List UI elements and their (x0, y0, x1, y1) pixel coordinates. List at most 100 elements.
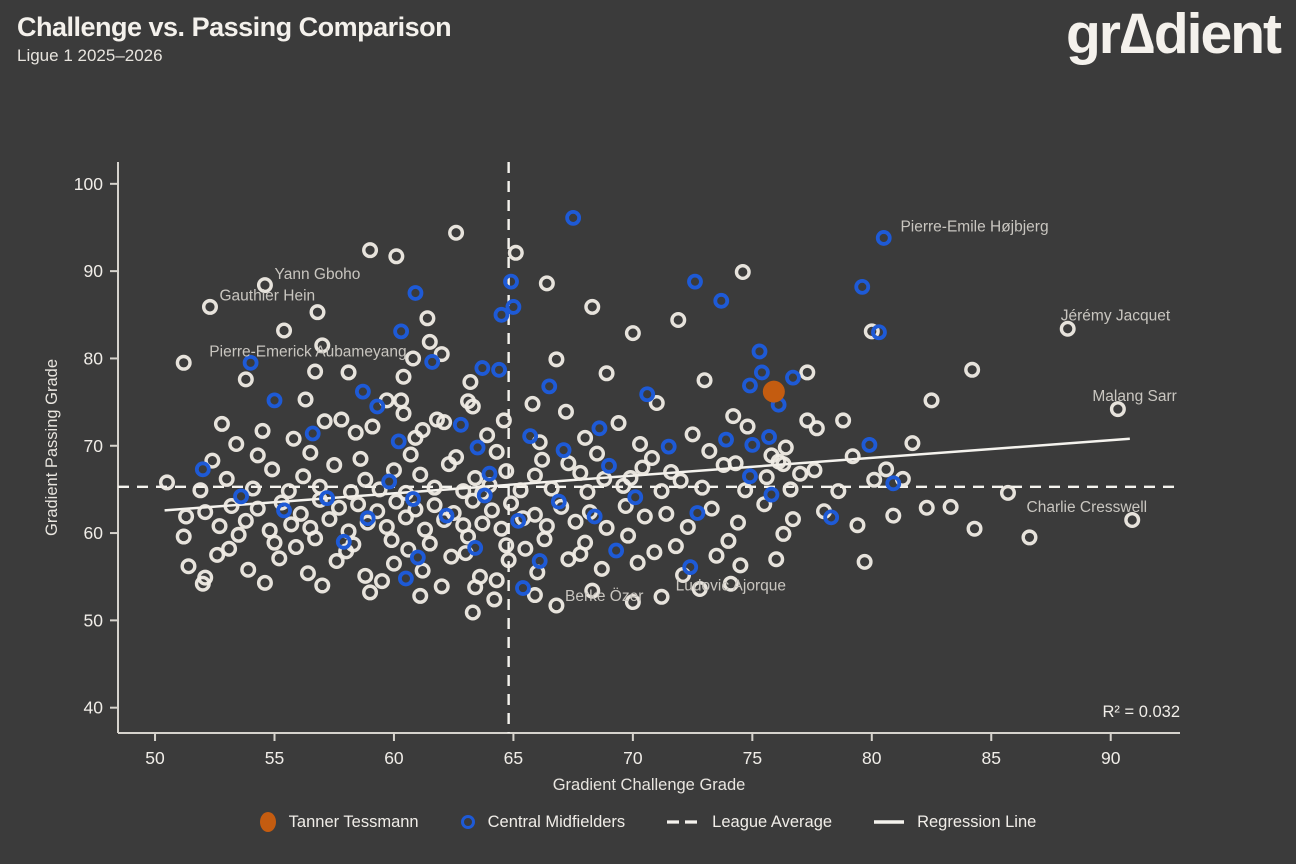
scatter-point-other (598, 365, 615, 382)
scatter-point-other (276, 322, 293, 339)
scatter-point-other (727, 455, 744, 472)
scatter-point-other (806, 462, 823, 479)
scatter-point-other (307, 363, 324, 380)
scatter-point-other (577, 429, 594, 446)
scatter-point-midfielder (718, 431, 734, 448)
scatter-point-other (526, 587, 543, 604)
scatter-point-other (885, 507, 902, 524)
scatter-point-other (1124, 511, 1141, 528)
scatter-point-other (701, 442, 718, 459)
scatter-point-midfielder (875, 230, 892, 246)
scatter-point-other (526, 467, 543, 484)
scatter-point-other (314, 577, 331, 594)
scatter-point-midfielder (885, 475, 902, 492)
scatter-point-other (572, 464, 589, 481)
scatter-point-midfielder (319, 490, 335, 507)
scatter-point-other (352, 450, 369, 467)
scatter-point-midfielder (823, 509, 840, 526)
scatter-point-other (426, 479, 443, 496)
scatter-point-other (467, 470, 484, 487)
scatter-point-midfielder (467, 540, 484, 556)
scatter-point-other (230, 526, 247, 543)
scatter-point-midfielder (565, 209, 582, 226)
scatter-point-other (768, 551, 785, 568)
scatter-point-other (543, 480, 560, 497)
scatter-point-other (271, 550, 288, 567)
legend-label: League Average (712, 812, 833, 831)
scatter-point-other (345, 536, 362, 553)
scatter-point-midfielder (687, 273, 703, 290)
scatter-point-other (374, 573, 391, 590)
scatter-point-other (311, 491, 328, 508)
page-subtitle: Ligue 1 2025–2026 (17, 46, 163, 66)
scatter-point-other (448, 449, 465, 466)
scatter-point-other (333, 411, 350, 428)
scatter-point-midfielder (550, 493, 567, 510)
scatter-point-other (667, 538, 684, 555)
scatter-point-other (249, 500, 266, 517)
x-tick-label: 85 (982, 748, 1001, 768)
scatter-point-midfielder (397, 570, 414, 587)
scatter-point-other (632, 436, 649, 453)
plot-area[interactable]: 50 55 60 65 70 75 80 85 90 40 50 60 70 80 90 100 Gradien… (0, 0, 1296, 796)
scatter-point-other (419, 310, 436, 327)
scatter-point-other (488, 443, 505, 460)
scatter-point-other (350, 496, 367, 513)
scatter-point-other (388, 248, 405, 265)
scatter-point-other (223, 497, 240, 514)
scatter-point-other (460, 528, 477, 545)
legend-item-central-midfielders[interactable]: Central Midfielders (460, 812, 626, 832)
scatter-point-other (462, 374, 479, 391)
scatter-point-other (371, 481, 388, 498)
scatter-point-midfielder (390, 433, 407, 450)
legend-item-regression-line[interactable]: Regression Line (874, 813, 1036, 832)
x-tick-label: 80 (862, 748, 882, 768)
scatter-point-other (720, 532, 737, 549)
scatter-point-other (849, 517, 866, 534)
chart-legend: Tanner Tessmann Central Midfielders Leag… (0, 812, 1296, 832)
scatter-point-other (283, 516, 300, 533)
player-annotation: Berke Özer (565, 587, 643, 605)
scatter-point-midfielder (742, 468, 758, 485)
scatter-point-other (412, 466, 429, 483)
scatter-point-midfielder (515, 580, 531, 596)
scatter-point-midfielder (601, 457, 617, 474)
scatter-point-other (292, 505, 309, 522)
scatter-point-midfielder (763, 486, 780, 503)
y-axis-title: Gradient Passing Grade (43, 359, 61, 536)
scatter-point-other (400, 541, 417, 558)
scatter-point-other (474, 515, 491, 532)
legend-label: Central Midfielders (487, 812, 626, 831)
scatter-point-other (498, 537, 515, 554)
legend-item-tanner-tessmann[interactable]: Tanner Tessmann (259, 812, 419, 832)
scatter-point-other (302, 444, 319, 461)
scatter-point-other (634, 459, 651, 476)
scatter-point-other (732, 557, 749, 574)
legend-item-league-average[interactable]: League Average (667, 813, 832, 832)
scatter-point-other (488, 572, 505, 589)
scatter-point-other (770, 453, 787, 470)
scatter-point-other (433, 578, 450, 595)
scatter-point-other (500, 552, 517, 569)
player-annotation: Pierre-Emerick Aubameyang (209, 343, 406, 360)
scatter-point-midfielder (491, 361, 507, 378)
scatter-point-other (610, 415, 627, 432)
scatter-point-other (201, 298, 218, 315)
scatter-point-other (722, 575, 739, 592)
scatter-point-other (507, 244, 524, 261)
scatter-point-other (648, 394, 665, 411)
scatter-point-other (918, 499, 935, 516)
scatter-point-other (204, 452, 221, 469)
y-tick-label: 100 (74, 174, 103, 194)
scatter-point-other (285, 430, 302, 447)
scatter-point-other (577, 534, 594, 551)
scatter-point-midfielder (438, 507, 455, 524)
y-tick-label: 60 (84, 523, 104, 543)
scatter-point-other (433, 346, 450, 363)
scatter-point-other (273, 494, 290, 511)
scatter-point-other (414, 422, 431, 439)
scatter-point-other (448, 224, 465, 241)
logo-text-prefix: gr (1065, 2, 1121, 66)
scatter-point-midfielder (359, 510, 376, 527)
scatter-point-other (280, 483, 297, 500)
